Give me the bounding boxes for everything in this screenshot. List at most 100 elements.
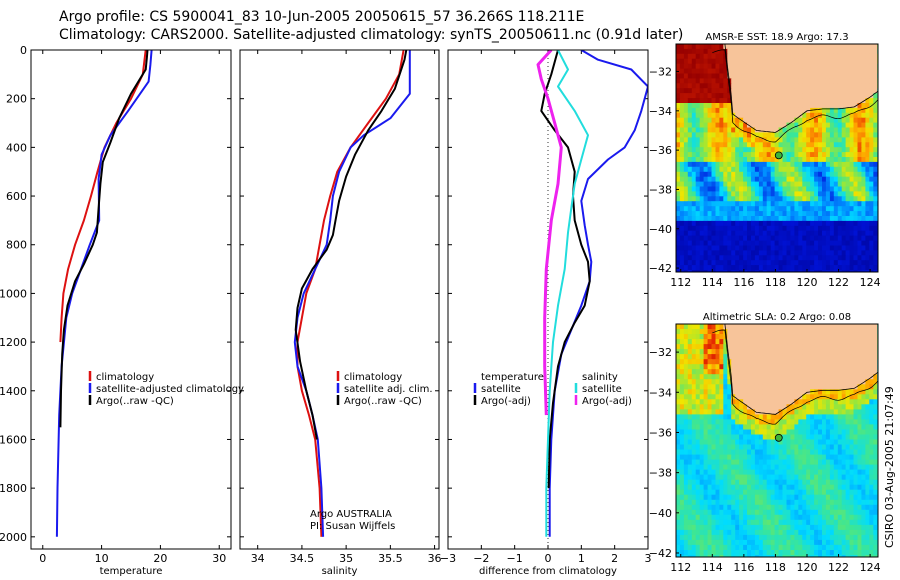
map-cell bbox=[751, 534, 756, 541]
map-cell bbox=[778, 444, 784, 451]
map-cell bbox=[849, 117, 855, 124]
map-cell bbox=[814, 250, 819, 256]
map-cell bbox=[695, 127, 701, 133]
map-cell bbox=[774, 414, 780, 420]
map-cell bbox=[731, 384, 736, 390]
map-cell bbox=[802, 117, 807, 124]
map-cell bbox=[869, 117, 874, 124]
map-cell bbox=[794, 166, 799, 173]
map-cell bbox=[711, 324, 716, 330]
map-cell bbox=[774, 364, 780, 370]
map-cell bbox=[687, 434, 693, 441]
map-cell bbox=[735, 196, 740, 202]
map-cell bbox=[683, 414, 689, 420]
map-cell bbox=[766, 157, 772, 163]
map-cell bbox=[683, 449, 689, 456]
map-cell bbox=[727, 73, 732, 79]
map-cell bbox=[695, 419, 701, 425]
map-cell bbox=[794, 230, 799, 237]
map-cell bbox=[833, 73, 839, 79]
map-cell bbox=[695, 514, 701, 521]
map-cell bbox=[699, 444, 705, 451]
map-cell bbox=[790, 444, 795, 451]
map-cell bbox=[699, 489, 705, 496]
map-cell bbox=[719, 58, 724, 65]
map-cell bbox=[703, 206, 709, 212]
map-cell bbox=[873, 459, 878, 466]
map-cell bbox=[822, 186, 827, 192]
map-cell bbox=[810, 379, 815, 385]
map-cell bbox=[751, 270, 756, 272]
map-cell bbox=[845, 439, 851, 446]
map-cell bbox=[822, 509, 827, 516]
map-cell bbox=[766, 63, 772, 70]
map-cell bbox=[711, 329, 716, 335]
map-cell bbox=[841, 479, 847, 486]
map-cell bbox=[758, 191, 764, 197]
map-cell bbox=[857, 354, 862, 360]
map-cell bbox=[825, 424, 831, 430]
map-cell bbox=[794, 225, 799, 232]
map-cell bbox=[774, 454, 780, 461]
map-cell bbox=[691, 68, 697, 75]
map-cell bbox=[778, 122, 784, 129]
map-cell bbox=[723, 474, 728, 481]
map-cell bbox=[687, 166, 693, 173]
map-cell bbox=[676, 474, 681, 481]
map-cell bbox=[754, 519, 760, 526]
map-cell bbox=[794, 474, 799, 481]
map-cell bbox=[857, 449, 862, 456]
map-cell bbox=[731, 103, 736, 109]
map-cell bbox=[711, 245, 716, 251]
map-cell bbox=[758, 186, 764, 192]
map-cell bbox=[774, 394, 780, 400]
map-cell bbox=[802, 122, 807, 129]
map-cell bbox=[833, 206, 839, 212]
map-cell bbox=[719, 166, 724, 173]
map-cell bbox=[747, 449, 752, 456]
map-cell bbox=[818, 539, 823, 546]
map-cell bbox=[762, 364, 768, 370]
map-cell bbox=[774, 339, 780, 345]
map-cell bbox=[699, 394, 705, 400]
map-cell bbox=[845, 171, 851, 178]
map-cell bbox=[806, 78, 811, 84]
map-cell bbox=[774, 359, 780, 365]
map-cell bbox=[798, 499, 803, 506]
map-cell bbox=[703, 107, 709, 114]
map-cell bbox=[711, 132, 716, 138]
map-cell bbox=[687, 364, 693, 370]
map-cell bbox=[762, 137, 768, 143]
map-cell bbox=[833, 444, 839, 451]
map-cell bbox=[679, 339, 685, 345]
map-cell bbox=[683, 509, 689, 516]
map-cell bbox=[806, 534, 811, 541]
map-cell bbox=[703, 225, 709, 232]
map-cell bbox=[798, 122, 803, 129]
map-cell bbox=[837, 509, 843, 516]
map-cell bbox=[715, 260, 720, 266]
map-cell bbox=[802, 459, 807, 466]
temperature-xtick-label: 30 bbox=[212, 552, 226, 565]
map-cell bbox=[810, 147, 815, 153]
map-cell bbox=[774, 469, 780, 476]
map-cell bbox=[798, 181, 803, 188]
map-cell bbox=[814, 524, 819, 531]
map-cell bbox=[853, 379, 858, 385]
map-cell bbox=[818, 494, 823, 501]
map-cell bbox=[676, 409, 681, 415]
map-cell bbox=[699, 514, 705, 521]
map-cell bbox=[829, 384, 835, 390]
map-cell bbox=[790, 434, 795, 441]
map-cell bbox=[802, 499, 807, 506]
map-cell bbox=[845, 44, 851, 50]
map-cell bbox=[845, 117, 851, 124]
map-cell bbox=[786, 389, 791, 395]
map-cell bbox=[676, 394, 681, 400]
map-cell bbox=[845, 93, 851, 99]
map-cell bbox=[786, 137, 791, 143]
map-cell bbox=[782, 147, 787, 153]
map-cell bbox=[723, 201, 728, 207]
map-cell bbox=[711, 161, 716, 168]
map-cell bbox=[735, 132, 740, 138]
